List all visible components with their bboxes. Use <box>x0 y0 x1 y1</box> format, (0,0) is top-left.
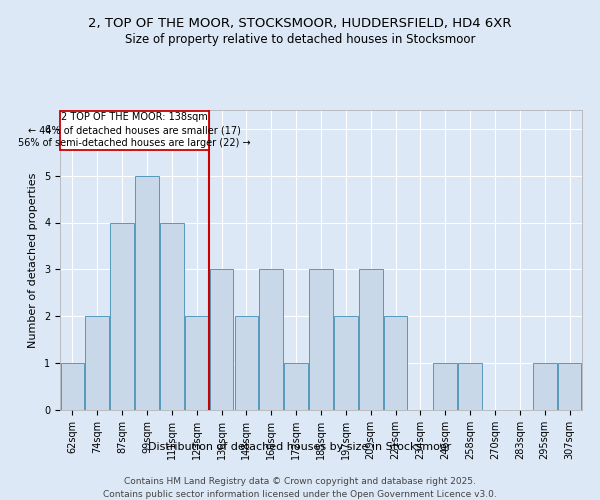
Bar <box>458 363 482 410</box>
Bar <box>259 270 283 410</box>
Bar <box>135 176 159 410</box>
Bar <box>359 270 383 410</box>
Text: ← 44% of detached houses are smaller (17): ← 44% of detached houses are smaller (17… <box>28 126 241 136</box>
Y-axis label: Number of detached properties: Number of detached properties <box>28 172 38 348</box>
Bar <box>309 270 333 410</box>
Bar <box>235 316 258 410</box>
Text: Size of property relative to detached houses in Stocksmoor: Size of property relative to detached ho… <box>125 32 475 46</box>
Bar <box>85 316 109 410</box>
Text: Contains HM Land Registry data © Crown copyright and database right 2025.
Contai: Contains HM Land Registry data © Crown c… <box>103 478 497 499</box>
Text: 2 TOP OF THE MOOR: 138sqm: 2 TOP OF THE MOOR: 138sqm <box>61 112 208 122</box>
Bar <box>334 316 358 410</box>
Bar <box>110 222 134 410</box>
Bar <box>210 270 233 410</box>
FancyBboxPatch shape <box>60 111 209 150</box>
Bar <box>433 363 457 410</box>
Bar <box>284 363 308 410</box>
Bar <box>61 363 84 410</box>
Text: 56% of semi-detached houses are larger (22) →: 56% of semi-detached houses are larger (… <box>18 138 251 148</box>
Text: Distribution of detached houses by size in Stocksmoor: Distribution of detached houses by size … <box>148 442 452 452</box>
Bar <box>160 222 184 410</box>
Bar <box>533 363 557 410</box>
Text: 2, TOP OF THE MOOR, STOCKSMOOR, HUDDERSFIELD, HD4 6XR: 2, TOP OF THE MOOR, STOCKSMOOR, HUDDERSF… <box>88 18 512 30</box>
Bar <box>185 316 209 410</box>
Bar <box>558 363 581 410</box>
Bar <box>384 316 407 410</box>
